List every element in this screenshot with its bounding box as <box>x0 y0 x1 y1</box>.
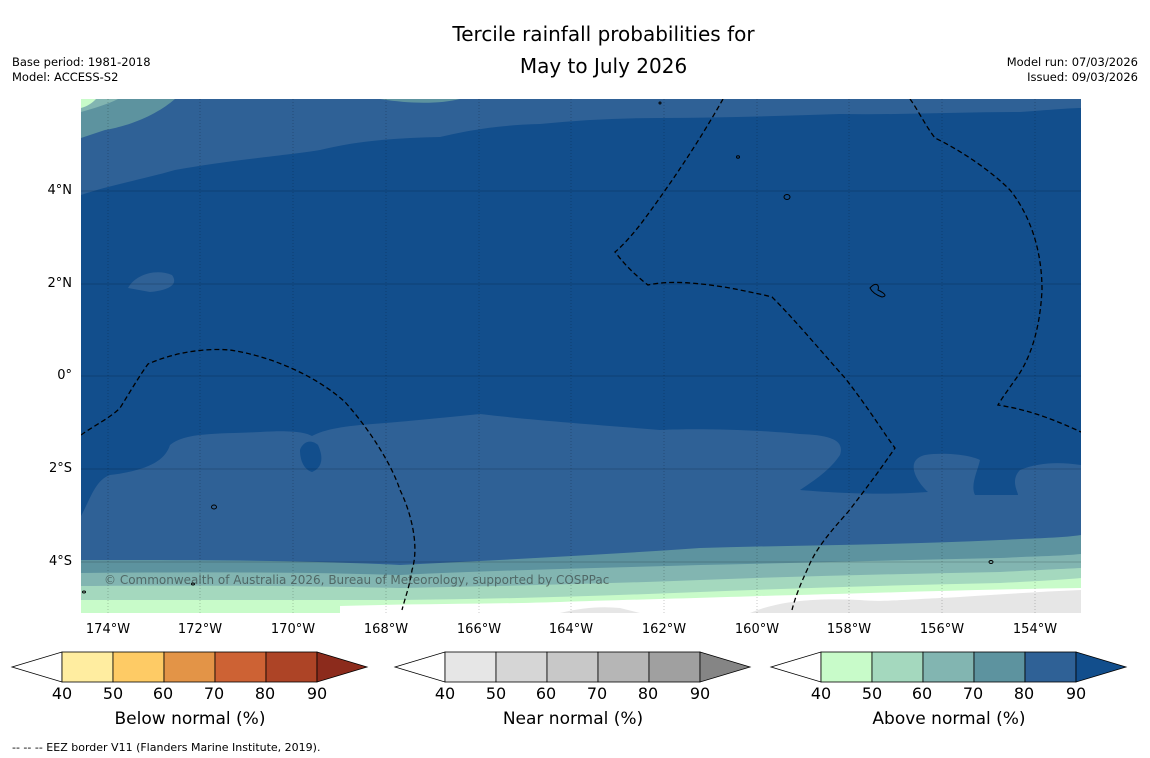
legend-above-swatch <box>820 651 873 683</box>
legend-below-upper-arrow <box>316 651 369 683</box>
legend-near-tick: 50 <box>485 684 507 703</box>
y-label-4n: 4°N <box>47 183 73 198</box>
legend-near-swatch <box>444 651 497 683</box>
x-label-154w: 154°W <box>1012 622 1058 637</box>
legend-above-title: Above normal (%) <box>872 709 1026 729</box>
x-label-170w: 170°W <box>270 622 316 637</box>
legend-below-swatch <box>163 651 216 683</box>
title-line-1: Tercile rainfall probabilities for <box>452 22 755 46</box>
graticule <box>81 99 1081 613</box>
base-period-label: Base period: 1981-2018 <box>12 55 151 69</box>
x-label-162w: 162°W <box>641 622 687 637</box>
islands <box>82 101 994 594</box>
band-above-70-north <box>81 99 175 138</box>
x-label-158w: 158°W <box>826 622 872 637</box>
x-label-168w: 168°W <box>363 622 409 637</box>
eez-central <box>614 99 896 611</box>
legend-above-tick: 60 <box>911 684 933 703</box>
x-label-172w: 172°W <box>177 622 223 637</box>
legend-near-swatch <box>495 651 548 683</box>
legend-near-tick: 60 <box>535 684 557 703</box>
legend-below-swatch <box>214 651 267 683</box>
legend-above-swatch <box>973 651 1026 683</box>
eez-east <box>909 99 1081 433</box>
legend-near-tick: 70 <box>586 684 608 703</box>
x-label-160w: 160°W <box>734 622 780 637</box>
legend-near-swatch <box>546 651 599 683</box>
y-label-2n: 2°N <box>47 276 73 291</box>
legend-above-tick: 40 <box>810 684 832 703</box>
legend-near-upper-arrow <box>699 651 752 683</box>
title-line-2: May to July 2026 <box>519 54 688 78</box>
legend-above-tick: 90 <box>1065 684 1087 703</box>
legend-below-swatch <box>112 651 165 683</box>
legend-above-swatch <box>922 651 975 683</box>
legend-near-tick: 40 <box>434 684 456 703</box>
legend-below-tick: 90 <box>306 684 328 703</box>
eez-footnote: -- -- -- EEZ border V11 (Flanders Marine… <box>12 741 321 754</box>
meta-right: Model run: 07/03/2026 Issued: 09/03/2026 <box>1007 55 1138 85</box>
band-above-70-top <box>380 99 460 103</box>
legend-below-swatch <box>61 651 114 683</box>
legend-below-lower-arrow <box>10 651 63 683</box>
legend-near-swatch <box>648 651 701 683</box>
y-label-2s: 2°S <box>48 461 72 476</box>
probability-map <box>81 99 1081 613</box>
legend-below-tick: 50 <box>102 684 124 703</box>
legend-below-swatch <box>265 651 318 683</box>
legend-above-tick: 50 <box>861 684 883 703</box>
legend-below-tick: 80 <box>254 684 276 703</box>
band-above-40-north <box>81 99 96 108</box>
band-near-normal-south <box>560 590 1081 613</box>
legend-near-swatch <box>597 651 650 683</box>
legend-near-title: Near normal (%) <box>502 709 644 729</box>
y-label-0: 0° <box>57 368 72 383</box>
legend-near-tick: 80 <box>637 684 659 703</box>
legend-below-tick: 70 <box>203 684 225 703</box>
patch-above-90-west <box>300 441 322 472</box>
eez-borders <box>81 99 1081 611</box>
model-run-label: Model run: 07/03/2026 <box>1006 55 1138 69</box>
x-label-156w: 156°W <box>919 622 965 637</box>
legend-above-tick: 70 <box>962 684 984 703</box>
legend-below-tick: 60 <box>152 684 174 703</box>
map-title: Tercile rainfall probabilities for May t… <box>0 18 1150 82</box>
legend-above-tick: 80 <box>1013 684 1035 703</box>
legend-near-lower-arrow <box>393 651 446 683</box>
meta-left: Base period: 1981-2018 Model: ACCESS-S2 <box>12 55 151 85</box>
legend-above-swatch <box>1024 651 1077 683</box>
legend-below-tick: 40 <box>51 684 73 703</box>
band-above-90 <box>81 108 1081 516</box>
legend-above-swatch <box>871 651 924 683</box>
model-label: Model: ACCESS-S2 <box>12 70 119 84</box>
legend-below-title: Below normal (%) <box>114 709 266 729</box>
x-label-164w: 164°W <box>548 622 594 637</box>
legend-near-tick: 90 <box>689 684 711 703</box>
x-label-174w: 174°W <box>85 622 131 637</box>
patch-above-80 <box>128 272 175 292</box>
x-label-166w: 166°W <box>456 622 502 637</box>
y-label-4s: 4°S <box>48 554 72 569</box>
colorbars <box>10 651 1128 683</box>
eez-west <box>81 348 416 611</box>
issued-label: Issued: 09/03/2026 <box>1027 70 1138 84</box>
legend-above-lower-arrow <box>769 651 822 683</box>
copyright-notice: © Commonwealth of Australia 2026, Bureau… <box>104 573 610 587</box>
legend-above-upper-arrow <box>1075 651 1128 683</box>
